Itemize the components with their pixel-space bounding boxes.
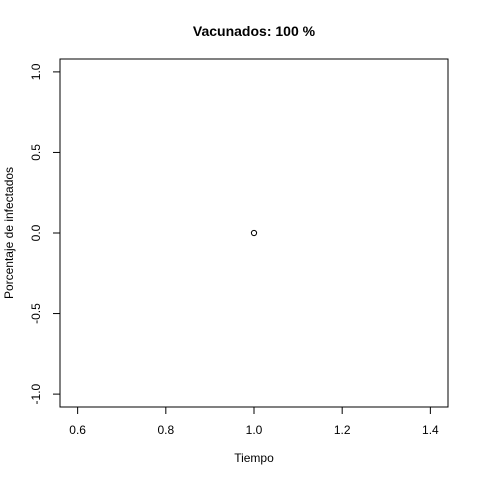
chart-title: Vacunados: 100 % xyxy=(193,23,316,39)
x-tick-label: 0.8 xyxy=(157,423,174,437)
y-tick-label: 1.0 xyxy=(29,63,43,80)
x-axis-label: Tiempo xyxy=(234,451,274,465)
x-axis: 0.6 0.8 1.0 1.2 1.4 xyxy=(69,406,439,437)
data-point xyxy=(250,229,258,237)
y-axis-label: Porcentaje de infectados xyxy=(2,167,16,299)
y-tick-label: 0.0 xyxy=(29,224,43,241)
data-points xyxy=(250,229,258,237)
x-tick-label: 0.6 xyxy=(69,423,86,437)
x-tick-label: 1.2 xyxy=(334,423,351,437)
y-axis: -1.0 -0.5 0.0 0.5 1.0 xyxy=(29,63,61,404)
y-tick-label: -0.5 xyxy=(29,303,43,324)
y-tick-label: 0.5 xyxy=(29,144,43,161)
x-tick-label: 1.0 xyxy=(246,423,263,437)
x-tick-label: 1.4 xyxy=(422,423,439,437)
y-tick-label: -1.0 xyxy=(29,383,43,404)
